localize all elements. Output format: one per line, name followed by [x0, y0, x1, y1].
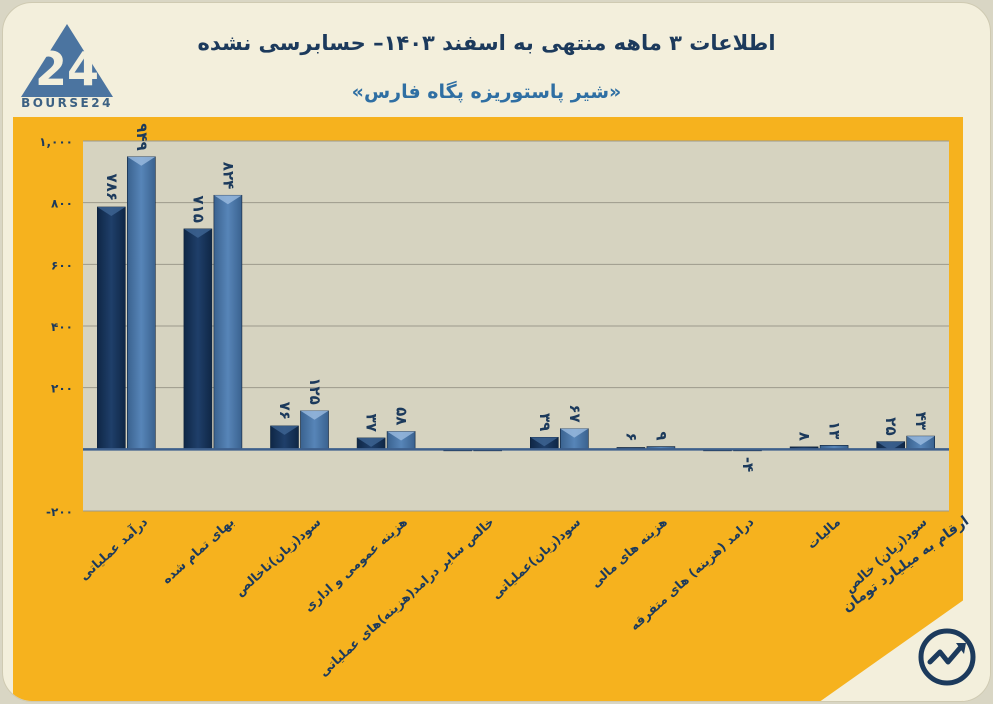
data-label: ۷۸۶	[103, 174, 121, 201]
data-label: ۸	[796, 432, 814, 441]
data-label: ۸۲۴	[219, 162, 237, 189]
data-label: ۱۲۵	[306, 377, 324, 404]
data-label: ۳۷	[363, 414, 381, 432]
bar-bevel	[387, 431, 416, 441]
bar-bevel	[213, 195, 242, 205]
chart-subtitle: «شیر پاستوریزه پگاه فارس»	[351, 81, 622, 103]
data-label: ۹۴۹	[133, 123, 151, 150]
chart-title: اطلاعات ۳ ماهه منتهی به اسفند ۱۴۰۳– حساب…	[197, 31, 776, 55]
y-tick-label: ۱,۰۰۰	[39, 135, 73, 149]
data-label: ۹	[652, 431, 670, 440]
category-label: سود(زیان)عملیاتی	[488, 514, 583, 602]
bar-bevel	[127, 156, 156, 166]
bourse24-logo: 24	[21, 24, 113, 97]
bar	[127, 156, 156, 450]
bar-bevel	[97, 206, 126, 216]
y-tick-label: ۴۰۰	[51, 320, 73, 334]
data-label: ۷۱۵	[189, 195, 207, 222]
category-label: درآمد عملیاتی	[76, 514, 150, 583]
data-label: ۵۸	[393, 407, 411, 425]
bar-bevel	[906, 436, 935, 446]
logo-text: BOURSE24	[21, 96, 113, 110]
y-tick-label: ۲۰۰	[51, 382, 73, 396]
y-tick-label: ۶۰۰	[51, 258, 73, 272]
data-label: ۷۶	[276, 402, 294, 420]
bar-bevel	[270, 425, 299, 435]
trend-arrow-icon	[918, 628, 976, 686]
data-label: ۱۳	[826, 421, 844, 439]
logo-mark: 24	[35, 42, 99, 96]
bar	[183, 228, 213, 450]
category-label: مالیات	[804, 514, 843, 552]
data-label: ۶۷	[566, 404, 584, 422]
y-tick-label: ۸۰۰	[51, 197, 73, 211]
bar-bevel	[530, 437, 559, 447]
data-label: -۴	[739, 457, 757, 472]
data-label: ۴۳	[912, 412, 930, 430]
y-tick-label: -۲۰۰	[46, 505, 73, 519]
bar-bevel	[357, 437, 386, 447]
data-label: ۶	[622, 432, 640, 441]
category-label: سود(زیان)ناخالص	[232, 514, 324, 599]
data-label: ۳۹	[536, 413, 554, 431]
chart-panel: -۲۰۰ ۲۰۰ ۴۰۰ ۶۰۰ ۸۰۰ ۱,۰۰۰ ۷۸۶ ۷۱۵ ۷۶ ۳۷ ۳۹ ۶ ۸ ۲۵ ۹۴۹…	[13, 117, 963, 701]
bar-bevel	[300, 410, 329, 420]
bar	[97, 206, 126, 450]
bar-bevel	[876, 441, 905, 451]
bar-chart: -۲۰۰ ۲۰۰ ۴۰۰ ۶۰۰ ۸۰۰ ۱,۰۰۰ ۷۸۶ ۷۱۵ ۷۶ ۳۷ ۳۹ ۶ ۸ ۲۵ ۹۴۹…	[39, 123, 949, 679]
bar-bevel	[560, 428, 589, 438]
category-label: خالص سایر درامد(هزینه)های عملیاتی	[316, 514, 497, 679]
data-label: ۲۵	[882, 417, 900, 435]
bar	[213, 194, 243, 450]
category-label: هزینه های مالی	[588, 514, 670, 590]
logo-triangle	[21, 24, 113, 97]
category-label: بهای تمام شده	[159, 514, 238, 587]
bar-bevel	[183, 228, 212, 238]
